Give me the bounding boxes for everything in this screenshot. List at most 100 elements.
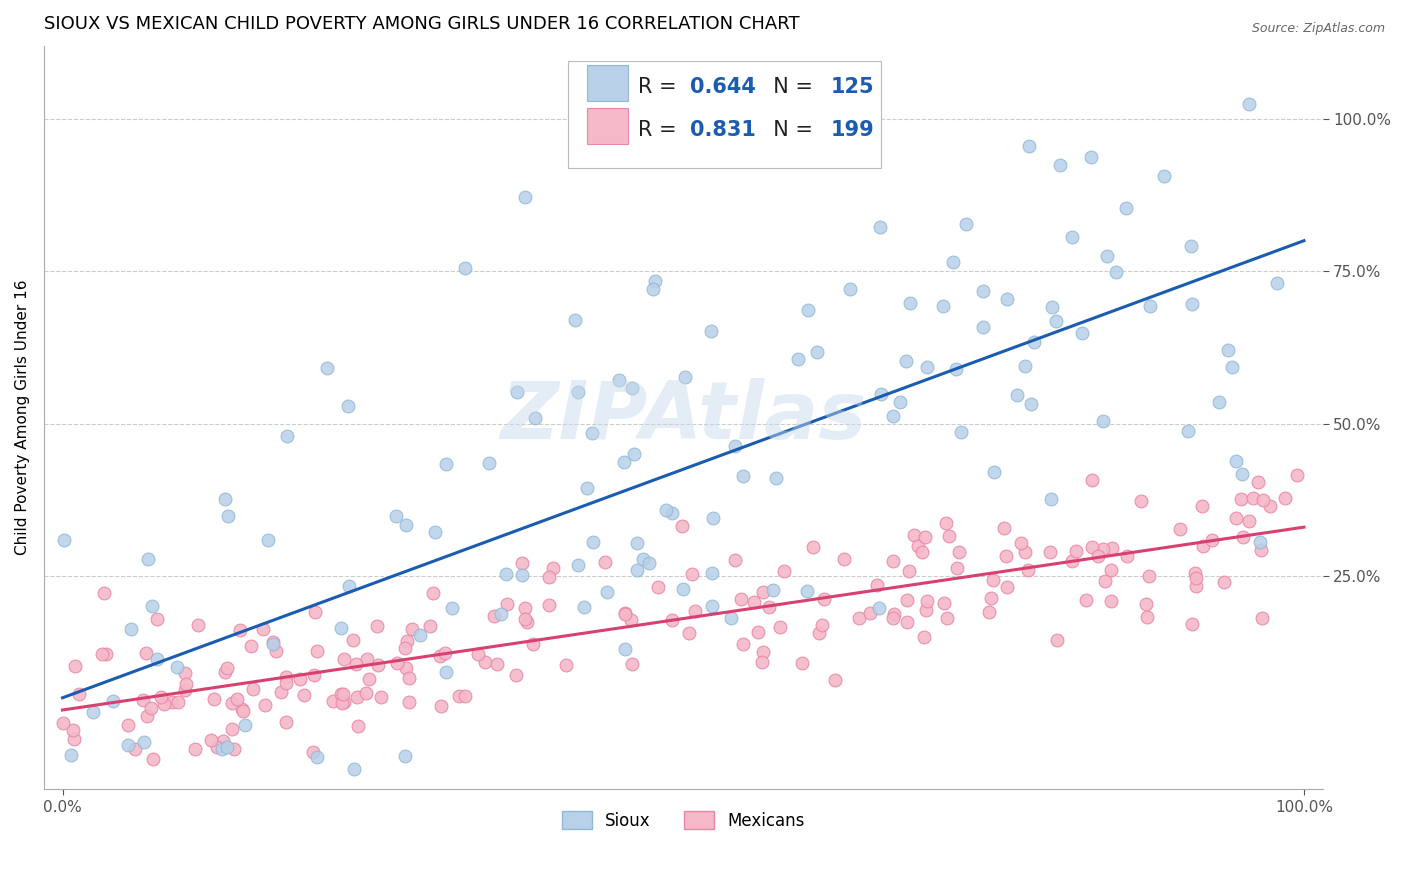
Point: [762, 582, 785, 597]
Point: [733, 468, 755, 483]
Point: [200, 733, 222, 747]
Point: [211, 734, 233, 748]
Point: [395, 661, 418, 675]
Point: [384, 508, 406, 523]
Point: [160, 695, 183, 709]
Point: [330, 696, 353, 710]
Point: [638, 557, 661, 571]
Point: [538, 598, 561, 612]
Point: [869, 220, 891, 235]
Point: [441, 600, 464, 615]
FancyBboxPatch shape: [588, 108, 628, 144]
Point: [1265, 276, 1288, 290]
Point: [911, 545, 934, 559]
Point: [344, 657, 367, 671]
Point: [1017, 563, 1039, 577]
Point: [394, 641, 416, 656]
Text: R =: R =: [638, 77, 683, 96]
Point: [67, 687, 90, 701]
Point: [1091, 414, 1114, 428]
Point: [1135, 597, 1157, 611]
Point: [915, 603, 938, 617]
Point: [117, 738, 139, 752]
Point: [1237, 515, 1260, 529]
Point: [1095, 249, 1118, 263]
Point: [673, 369, 696, 384]
Point: [63, 659, 86, 673]
Point: [915, 360, 938, 375]
Point: [385, 656, 408, 670]
Point: [1080, 150, 1102, 164]
Point: [883, 607, 905, 622]
Point: [82, 706, 104, 720]
Point: [995, 293, 1018, 307]
Point: [467, 647, 489, 661]
Point: [513, 190, 536, 204]
Text: N =: N =: [761, 120, 820, 140]
Point: [454, 690, 477, 704]
Point: [661, 613, 683, 627]
Point: [801, 540, 824, 554]
Point: [972, 284, 994, 298]
Point: [252, 622, 274, 636]
Point: [935, 611, 957, 625]
Point: [1213, 575, 1236, 590]
Point: [700, 599, 723, 613]
Point: [834, 551, 856, 566]
Point: [274, 715, 297, 730]
Point: [1074, 593, 1097, 607]
Point: [242, 681, 264, 696]
Point: [1185, 571, 1208, 585]
Point: [1185, 579, 1208, 593]
Point: [868, 600, 890, 615]
Point: [681, 567, 703, 582]
Point: [790, 657, 813, 671]
Point: [276, 676, 298, 690]
Point: [813, 592, 835, 607]
Point: [1005, 388, 1028, 402]
Point: [174, 677, 197, 691]
Point: [337, 399, 360, 413]
Point: [513, 612, 536, 626]
Text: SIOUX VS MEXICAN CHILD POVERTY AMONG GIRLS UNDER 16 CORRELATION CHART: SIOUX VS MEXICAN CHILD POVERTY AMONG GIR…: [44, 15, 800, 33]
Point: [53, 533, 76, 548]
Point: [134, 735, 156, 749]
Point: [643, 282, 665, 296]
Point: [824, 673, 846, 687]
Point: [621, 381, 644, 395]
Text: 199: 199: [831, 120, 875, 140]
Point: [575, 482, 598, 496]
Point: [359, 672, 381, 686]
Point: [184, 742, 207, 756]
Point: [981, 574, 1004, 588]
Point: [912, 630, 935, 644]
Point: [214, 491, 236, 506]
Point: [401, 622, 423, 636]
Point: [1130, 493, 1153, 508]
Point: [1229, 492, 1251, 507]
Point: [806, 345, 828, 359]
Point: [396, 634, 419, 648]
Point: [288, 672, 311, 686]
Point: [1274, 491, 1296, 505]
Point: [1250, 543, 1272, 558]
Point: [889, 394, 911, 409]
Point: [343, 762, 366, 776]
Text: ZIPAtlas: ZIPAtlas: [501, 378, 866, 457]
Point: [254, 698, 277, 713]
Point: [724, 439, 747, 453]
Point: [429, 699, 451, 714]
Point: [173, 666, 195, 681]
Point: [894, 353, 917, 368]
Point: [1258, 499, 1281, 513]
Point: [647, 580, 669, 594]
Point: [356, 652, 378, 666]
Point: [398, 671, 420, 685]
Point: [859, 606, 882, 620]
Point: [949, 425, 972, 439]
Point: [955, 217, 977, 231]
Point: [187, 617, 209, 632]
Point: [305, 644, 328, 658]
Point: [593, 555, 616, 569]
Point: [631, 551, 654, 566]
